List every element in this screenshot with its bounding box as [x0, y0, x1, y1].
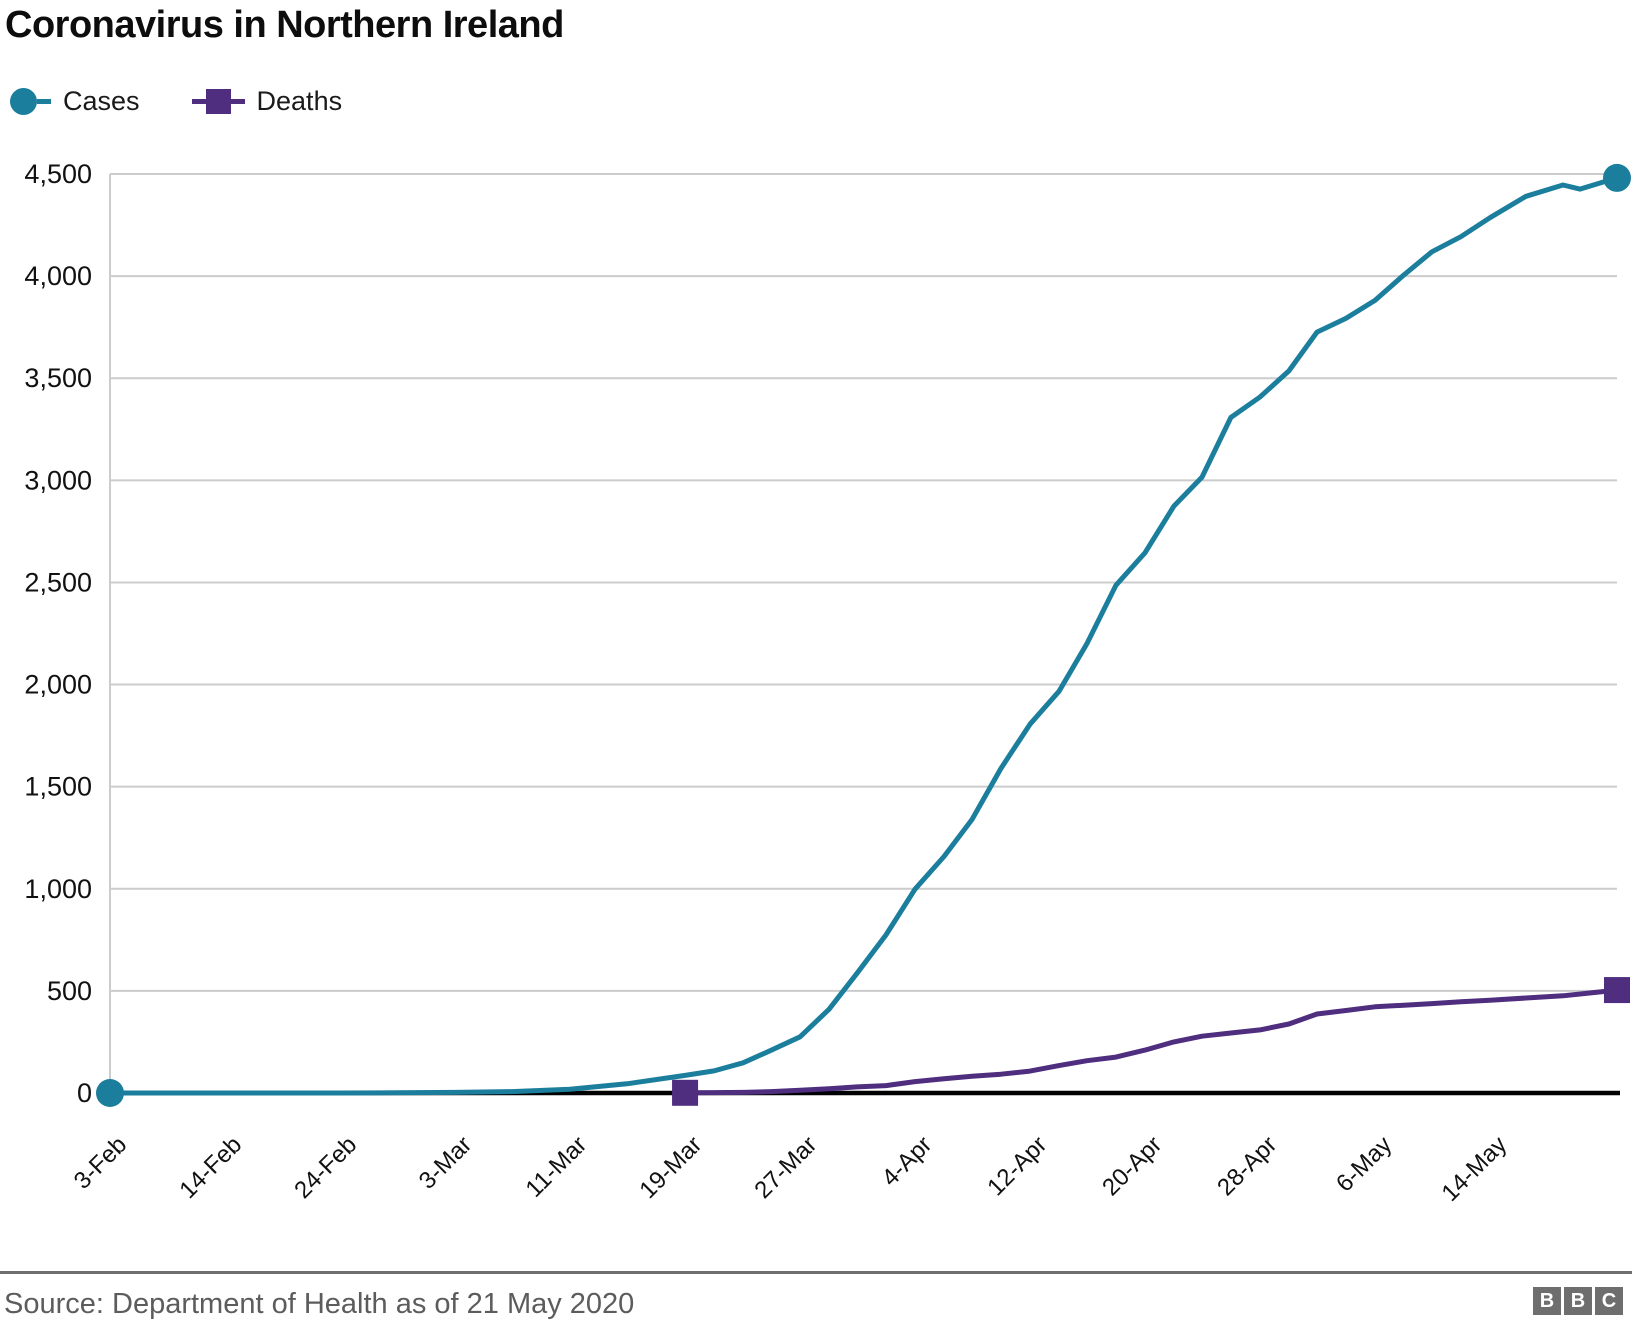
bbc-logo-block: B — [1564, 1287, 1592, 1315]
legend-label-deaths: Deaths — [256, 86, 343, 116]
legend-label-cases: Cases — [63, 86, 140, 116]
x-tick-label: 27-Mar — [749, 1131, 822, 1204]
x-tick-label: 24-Feb — [289, 1131, 362, 1204]
deaths-square-icon — [205, 89, 231, 114]
footer-divider — [0, 1271, 1632, 1274]
bbc-logo-block: C — [1595, 1287, 1623, 1315]
y-tick-label: 3,000 — [24, 465, 92, 495]
y-axis-labels: 0 500 1,000 1,500 2,000 2,500 3,000 3,500 4,000 4… — [24, 159, 92, 1108]
x-tick-label: 6-May — [1331, 1131, 1397, 1197]
cases-circle-icon — [10, 88, 37, 115]
x-tick-label: 11-Mar — [521, 1131, 593, 1203]
marker-deaths — [672, 1079, 699, 1106]
x-tick-label: 14-Feb — [174, 1131, 247, 1204]
cases-marker-icon — [10, 88, 51, 115]
y-tick-label: 4,500 — [24, 159, 92, 189]
x-tick-label: 19-Mar — [634, 1131, 707, 1204]
x-tick-label: 12-Apr — [982, 1131, 1052, 1201]
page-title: Coronavirus in Northern Ireland — [5, 4, 564, 46]
y-tick-label: 500 — [47, 976, 92, 1006]
y-tick-label: 2,500 — [24, 567, 92, 597]
x-tick-label: 3-Feb — [69, 1131, 132, 1194]
chart-legend: Cases Deaths — [10, 86, 342, 117]
cases-line-stub — [37, 99, 51, 104]
series-lines — [107, 175, 1620, 1096]
y-tick-label: 3,500 — [24, 363, 92, 393]
gridlines — [109, 173, 1617, 1093]
x-tick-label: 28-Apr — [1212, 1131, 1282, 1201]
marker-deaths — [1604, 977, 1630, 1004]
deaths-line-stub-right — [230, 99, 245, 104]
x-tick-label: 20-Apr — [1097, 1131, 1167, 1201]
deaths-marker-icon — [191, 89, 245, 114]
x-tick-label: 3-Mar — [414, 1131, 477, 1194]
series-line-deaths — [682, 987, 1620, 1096]
x-tick-label: 14-May — [1437, 1131, 1513, 1207]
marker-cases — [96, 1079, 124, 1107]
marker-cases — [1603, 163, 1631, 192]
y-tick-label: 1,000 — [24, 874, 92, 904]
x-axis-labels: 3-Feb 14-Feb 24-Feb 3-Mar 11-Mar 19-Mar 27-Mar… — [69, 1131, 1512, 1207]
deaths-line-stub-left — [191, 99, 206, 104]
series-line-cases — [107, 175, 1620, 1096]
x-tick-label: 4-Apr — [877, 1131, 938, 1192]
y-tick-label: 2,000 — [24, 670, 92, 700]
source-caption: Source: Department of Health as of 21 Ma… — [4, 1288, 635, 1320]
series-markers — [96, 163, 1631, 1107]
legend-item-cases: Cases — [10, 86, 140, 117]
y-tick-label: 1,500 — [24, 772, 92, 802]
bbc-logo-block: B — [1533, 1287, 1561, 1315]
y-tick-label: 0 — [77, 1078, 92, 1108]
legend-item-deaths: Deaths — [191, 86, 343, 117]
y-tick-label: 4,000 — [24, 261, 92, 291]
bbc-logo: B B C — [1533, 1287, 1623, 1315]
